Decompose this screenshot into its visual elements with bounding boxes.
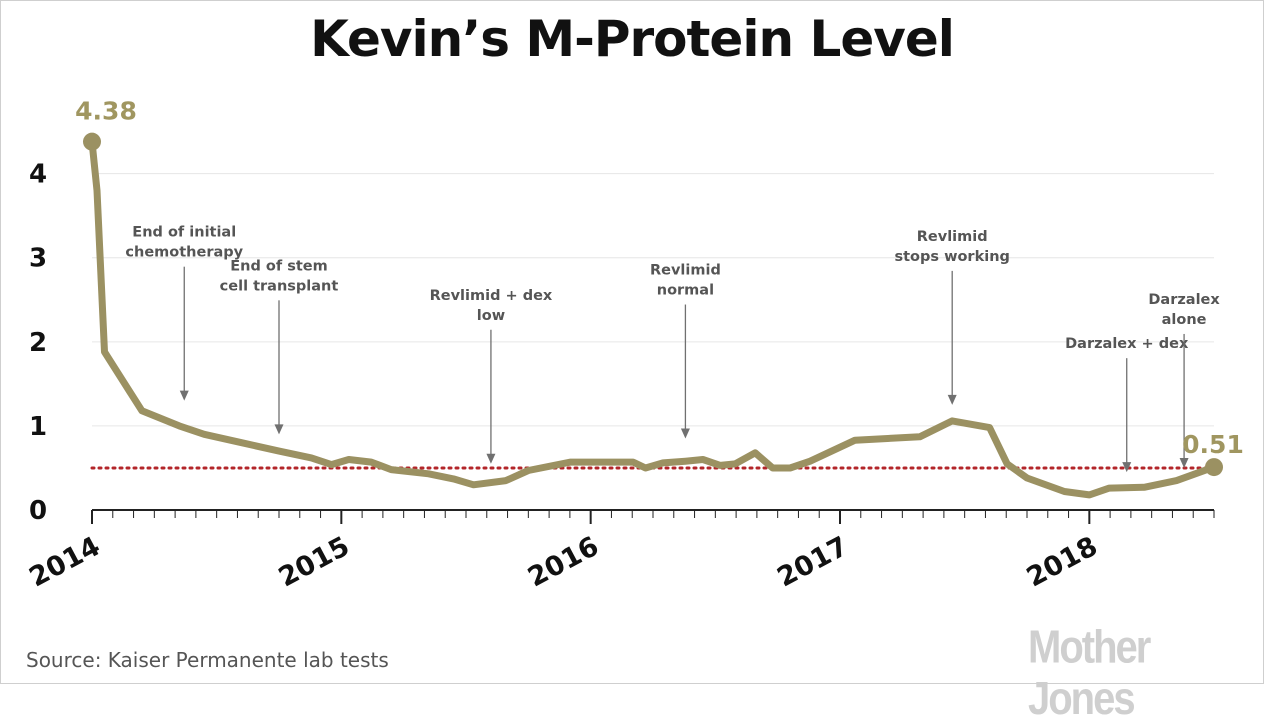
y-tick-label: 1 xyxy=(29,412,47,442)
annotation-label: Revlimid xyxy=(917,229,988,245)
annotation-label: End of stem xyxy=(230,258,327,274)
annotation-arrow-head xyxy=(680,428,690,439)
start-value-label: 4.38 xyxy=(75,97,137,126)
line-chart: 0 1 2 3 4 2014 2015 2016 2017 2018 End of initial… xyxy=(24,97,1244,594)
end-value-label: 0.51 xyxy=(1182,430,1244,459)
annotation-arrow-head xyxy=(1179,457,1189,468)
end-labels: 4.38 0.51 xyxy=(75,97,1244,459)
annotation-label: End of initial xyxy=(132,225,236,241)
end-point-marker xyxy=(1205,458,1223,477)
y-tick-label: 4 xyxy=(29,160,47,190)
brand-logo: Mother Jones xyxy=(1028,622,1151,725)
x-tick-label: 2014 xyxy=(24,531,105,594)
chart-title: Kevin’s M-Protein Level xyxy=(310,10,955,68)
annotation-label: alone xyxy=(1162,312,1207,328)
annotation-arrow-head xyxy=(1122,462,1132,473)
annotation: Darzalex alone xyxy=(1148,292,1220,468)
x-tick-label: 2018 xyxy=(1022,531,1103,594)
annotation-arrow-head xyxy=(179,390,189,401)
annotation: Darzalex + dex xyxy=(1065,336,1189,473)
annotation-label: chemotherapy xyxy=(125,245,243,261)
annotation-label: low xyxy=(477,308,505,324)
x-tick-label: 2017 xyxy=(772,531,853,594)
y-tick-label: 2 xyxy=(29,328,47,358)
gridlines xyxy=(92,173,1214,427)
x-tick-label: 2015 xyxy=(274,531,355,594)
annotation-label: stops working xyxy=(894,249,1009,265)
series-line xyxy=(88,138,1218,499)
source-note: Source: Kaiser Permanente lab tests xyxy=(26,648,389,672)
annotation-label: cell transplant xyxy=(220,278,339,294)
annotation: Revlimid normal xyxy=(650,263,721,439)
annotation-label: Revlimid xyxy=(650,263,721,279)
start-point-marker xyxy=(83,132,101,151)
annotation-label: Darzalex xyxy=(1148,292,1220,308)
annotation-label: normal xyxy=(657,283,714,299)
annotation: Revlimid stops working xyxy=(894,229,1010,405)
annotation-arrow-head xyxy=(947,394,957,405)
annotation-arrow-head xyxy=(274,424,284,435)
y-tick-label: 3 xyxy=(29,244,47,274)
annotation-arrow-head xyxy=(486,453,496,464)
annotation-label: Darzalex + dex xyxy=(1065,336,1189,352)
annotation: Revlimid + dex low xyxy=(430,288,553,464)
x-tick-label: 2016 xyxy=(523,531,604,594)
annotation: End of stem cell transplant xyxy=(220,258,339,435)
series-line-group xyxy=(83,132,1223,499)
y-tick-label: 0 xyxy=(29,496,47,526)
annotation-label: Revlimid + dex xyxy=(430,288,553,304)
annotation: End of initial chemotherapy xyxy=(125,225,244,401)
